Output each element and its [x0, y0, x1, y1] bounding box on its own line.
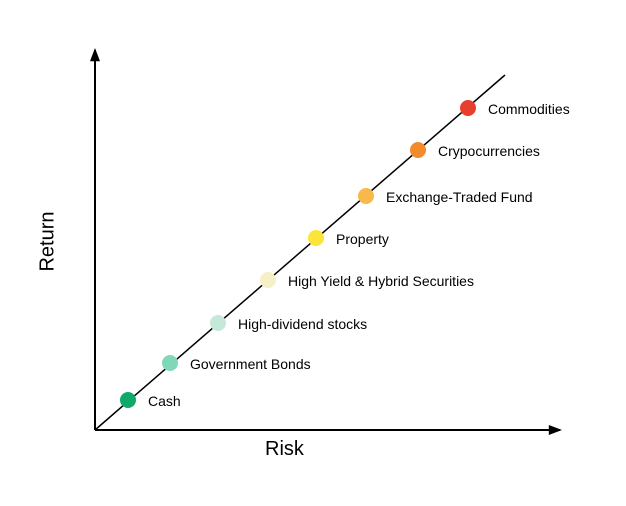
point-label-1: Government Bonds — [190, 356, 311, 372]
data-point-7 — [460, 100, 476, 116]
point-label-2: High-dividend stocks — [238, 316, 367, 332]
data-point-2 — [210, 315, 226, 331]
point-label-3: High Yield & Hybrid Securities — [288, 273, 474, 289]
point-label-6: Crypocurrencies — [438, 143, 540, 159]
risk-return-chart: Return Risk Cash Government Bonds High-div… — [0, 0, 626, 501]
data-point-1 — [162, 355, 178, 371]
x-axis-label: Risk — [265, 438, 304, 461]
chart-svg — [0, 0, 626, 501]
point-label-0: Cash — [148, 393, 181, 409]
data-point-0 — [120, 392, 136, 408]
point-label-4: Property — [336, 231, 389, 247]
data-point-4 — [308, 230, 324, 246]
y-axis-label: Return — [37, 211, 60, 271]
point-label-7: Commodities — [488, 101, 570, 117]
data-point-5 — [358, 188, 374, 204]
data-point-6 — [410, 142, 426, 158]
data-point-3 — [260, 272, 276, 288]
point-label-5: Exchange-Traded Fund — [386, 189, 533, 205]
